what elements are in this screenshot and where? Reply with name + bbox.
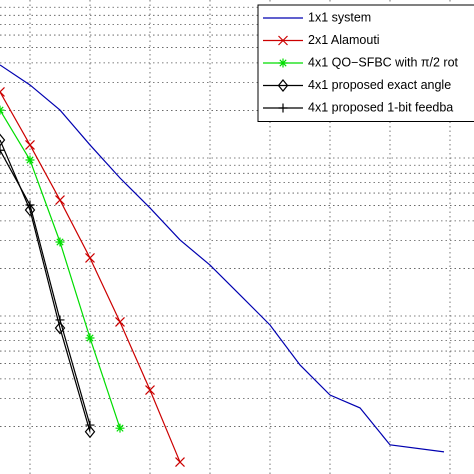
marker: [85, 253, 95, 263]
marker: [25, 200, 35, 210]
plot-area: [0, 64, 445, 467]
marker: [278, 103, 288, 113]
marker: [55, 237, 65, 247]
marker: [0, 145, 5, 155]
marker: [84, 425, 96, 439]
legend-label: 2x1 Alamouti: [308, 33, 380, 47]
marker: [54, 321, 66, 335]
marker: [55, 195, 65, 205]
legend-label: 1x1 system: [308, 10, 371, 24]
marker: [175, 457, 185, 467]
marker: [278, 58, 288, 68]
marker: [25, 139, 35, 150]
series-line: [0, 139, 91, 432]
marker: [278, 35, 288, 46]
marker: [0, 86, 5, 97]
marker: [0, 133, 6, 147]
marker: [55, 315, 65, 325]
series-line: [0, 149, 91, 426]
marker: [85, 420, 95, 430]
marker: [25, 155, 35, 165]
legend-label: 4x1 proposed exact angle: [308, 78, 451, 92]
series-line: [0, 64, 445, 453]
legend: 1x1 system 2x1 Alamouti 4x1 QO−SFBC with π…: [257, 4, 474, 122]
legend-label: 4x1 proposed 1-bit feedba: [308, 100, 453, 114]
marker: [277, 79, 289, 92]
marker: [115, 317, 125, 327]
legend-label: 4x1 QO−SFBC with π/2 rot: [308, 55, 459, 69]
marker: [145, 385, 155, 395]
marker: [85, 333, 95, 343]
marker: [115, 423, 125, 433]
marker: [24, 203, 36, 217]
